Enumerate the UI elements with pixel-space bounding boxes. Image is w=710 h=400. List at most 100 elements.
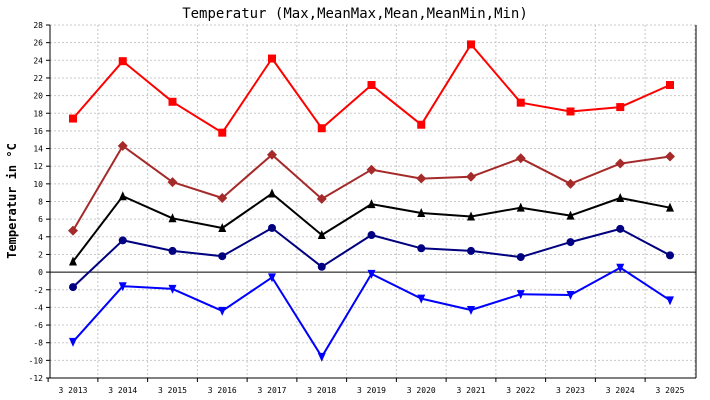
data-point-max — [516, 98, 525, 107]
x-tick-label: 3 2023 — [556, 386, 585, 395]
y-tick-label: -10 — [29, 356, 44, 365]
x-tick-label: 3 2018 — [307, 386, 336, 395]
data-point-mean — [666, 202, 674, 212]
series-min — [69, 263, 674, 362]
data-point-meanmin — [69, 283, 77, 292]
data-point-max — [666, 81, 674, 90]
data-point-max — [69, 114, 77, 123]
series-line-min — [72, 266, 671, 358]
data-point-meanmax — [316, 193, 327, 204]
data-point-mean — [69, 256, 77, 266]
x-tick-label: 3 2019 — [357, 386, 386, 395]
y-tick-label: 20 — [33, 92, 43, 101]
y-tick-label: 6 — [38, 215, 43, 224]
x-tick-label: 3 2020 — [407, 386, 436, 395]
data-point-min — [268, 273, 276, 283]
data-point-min — [317, 352, 326, 362]
y-tick-label: -6 — [33, 321, 43, 330]
grid — [50, 24, 696, 379]
y-tick-label: -2 — [33, 286, 43, 295]
y-tick-label: 16 — [33, 127, 43, 136]
data-point-max — [467, 40, 475, 49]
data-point-min — [516, 290, 525, 300]
data-point-min — [367, 269, 376, 279]
data-point-meanmax — [466, 171, 476, 182]
data-point-max — [218, 128, 227, 137]
data-point-mean — [168, 213, 177, 223]
data-point-mean — [268, 188, 276, 198]
y-tick-label: 24 — [33, 56, 43, 65]
y-tick-label: 12 — [33, 162, 43, 171]
data-point-min — [666, 296, 674, 306]
x-tick-label: 3 2014 — [108, 386, 137, 395]
data-point-mean — [218, 222, 227, 232]
data-point-meanmin — [516, 253, 525, 262]
y-tick-label: 28 — [33, 21, 43, 30]
data-point-max — [118, 57, 127, 66]
series-line-meanmax — [72, 144, 671, 232]
data-point-meanmin — [367, 231, 376, 240]
y-tick-label: -8 — [33, 339, 43, 348]
x-tick-label: 3 2025 — [656, 386, 685, 395]
data-point-meanmin — [268, 223, 276, 232]
data-point-meanmax — [167, 177, 178, 188]
x-tick-label: 3 2022 — [506, 386, 535, 395]
y-tick-label: 14 — [33, 145, 43, 154]
x-tick-label: 3 2016 — [208, 386, 237, 395]
data-point-max — [367, 81, 376, 90]
y-tick-label: 2 — [38, 250, 43, 259]
data-point-max — [616, 103, 625, 112]
data-point-mean — [417, 207, 426, 217]
y-tick-label: 8 — [38, 198, 43, 207]
data-point-meanmax — [217, 192, 228, 203]
y-tick-label: 26 — [33, 39, 43, 48]
data-point-mean — [566, 210, 575, 220]
data-point-meanmin — [317, 262, 326, 271]
data-point-meanmax — [267, 149, 277, 160]
x-ticks: 3 2013 3 2014 3 2015 3 2016 3 2017 3 2018 3 20… — [47, 378, 685, 395]
data-point-min — [168, 284, 177, 294]
data-point-meanmax — [117, 140, 128, 151]
data-point-meanmax — [615, 158, 626, 169]
series-meanmax — [68, 140, 675, 236]
data-point-mean — [516, 202, 525, 212]
y-tick-label: -12 — [29, 374, 44, 383]
y-tick-label: 18 — [33, 109, 43, 118]
chart-title: Temperatur (Max,MeanMax,Mean,MeanMin,Min… — [182, 6, 528, 22]
data-point-meanmax — [515, 153, 526, 164]
series-max — [69, 40, 674, 137]
series-mean — [69, 188, 674, 266]
data-point-meanmin — [616, 224, 625, 233]
data-point-meanmin — [118, 236, 127, 245]
data-point-meanmin — [417, 244, 426, 253]
data-point-max — [268, 54, 276, 63]
data-point-meanmin — [467, 246, 475, 255]
data-point-meanmin — [666, 251, 674, 260]
data-point-max — [566, 107, 575, 116]
y-tick-label: -4 — [33, 303, 43, 312]
data-point-max — [168, 97, 177, 106]
data-point-meanmin — [218, 252, 227, 261]
x-tick-label: 3 2024 — [606, 386, 635, 395]
data-point-min — [566, 291, 575, 301]
data-point-meanmax — [366, 164, 377, 175]
y-tick-label: 4 — [38, 233, 43, 242]
data-point-meanmax — [665, 151, 675, 162]
x-tick-label: 3 2021 — [457, 386, 486, 395]
data-point-min — [417, 294, 426, 304]
y-axis-label: Temperatur in °C — [5, 143, 19, 259]
y-tick-label: 0 — [38, 268, 43, 277]
data-point-meanmax — [68, 225, 78, 236]
data-point-mean — [317, 230, 326, 240]
series — [68, 40, 675, 362]
data-point-mean — [616, 192, 625, 202]
data-point-min — [218, 306, 227, 316]
y-tick-label: 10 — [33, 180, 43, 189]
data-point-meanmax — [565, 178, 576, 189]
data-point-min — [616, 263, 625, 273]
data-point-min — [69, 337, 77, 347]
data-point-min — [467, 306, 475, 316]
y-tick-label: 22 — [33, 74, 43, 83]
